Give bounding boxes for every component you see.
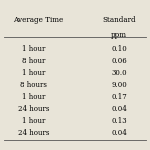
Text: Standard: Standard — [102, 16, 136, 24]
Text: 1 hour: 1 hour — [22, 93, 45, 101]
Text: 1 hour: 1 hour — [22, 45, 45, 53]
Text: 0.06: 0.06 — [111, 57, 127, 65]
Text: 8 hours: 8 hours — [20, 81, 47, 89]
Text: 9.00: 9.00 — [111, 81, 127, 89]
Text: 30.0: 30.0 — [111, 69, 127, 77]
Text: 0.04: 0.04 — [111, 129, 127, 137]
Text: 0.17: 0.17 — [111, 93, 127, 101]
Text: 0.10: 0.10 — [111, 45, 127, 53]
Text: 1 hour: 1 hour — [22, 117, 45, 125]
Text: 1 hour: 1 hour — [22, 69, 45, 77]
Text: ppm: ppm — [111, 31, 127, 39]
Text: 0.04: 0.04 — [111, 105, 127, 113]
Text: 24 hours: 24 hours — [18, 105, 50, 113]
Text: 0.13: 0.13 — [111, 117, 127, 125]
Text: 24 hours: 24 hours — [18, 129, 50, 137]
Text: 8 hour: 8 hour — [22, 57, 45, 65]
Text: Average Time: Average Time — [13, 16, 63, 24]
